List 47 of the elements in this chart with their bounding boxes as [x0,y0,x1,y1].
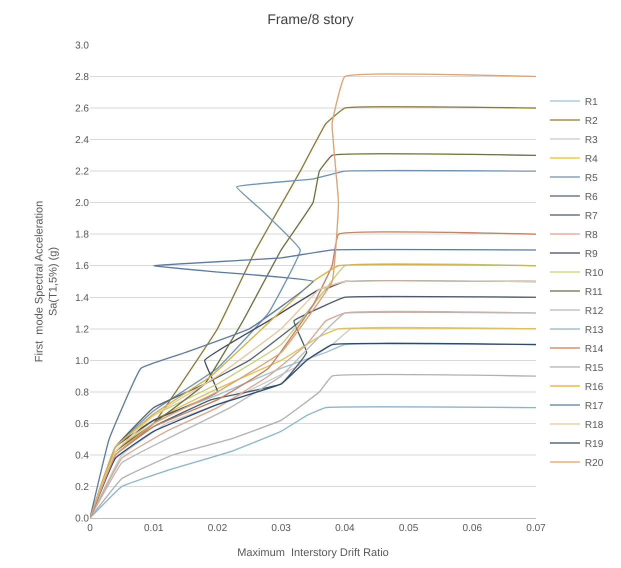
x-tick-label: 0.03 [271,523,292,534]
y-tick-label: 1.4 [75,292,90,304]
y-tick-label: 2.2 [75,166,90,178]
y-tick-label: 1.2 [75,324,90,336]
legend-label: R8 [584,230,598,241]
chart-title: Frame/8 story [267,11,354,27]
legend-label: R9 [584,248,598,260]
legend-label: R20 [584,458,604,469]
legend-label: R13 [584,324,604,336]
x-tick-label: 0 [87,523,94,534]
x-tick-label: 0.06 [462,523,482,534]
legend-label: R7 [584,210,598,222]
legend-label: R19 [584,438,604,450]
x-tick-label: 0.01 [144,523,164,534]
legend-label: R14 [584,344,604,355]
y-tick-label: 0.2 [75,482,90,493]
legend-label: R4 [584,154,598,165]
legend-label: R6 [584,192,598,203]
legend-label: R16 [584,382,604,393]
legend-label: R17 [584,400,604,412]
legend-label: R18 [584,420,604,431]
legend-label: R15 [584,362,604,374]
x-tick-label: 0.07 [526,523,546,534]
legend-label: R2 [584,116,598,127]
x-tick-label: 0.02 [208,523,228,534]
y-tick-label: 0.0 [75,514,90,524]
y-tick-label: 0.4 [75,450,90,462]
y-tick-label: 2.0 [75,198,90,210]
y-tick-label: 1.0 [75,356,90,367]
x-tick-label: 0.05 [398,523,419,534]
legend-label: R11 [584,286,603,298]
y-tick-label: 2.8 [75,72,90,84]
y-tick-label: 0.6 [75,418,90,430]
legend-label: R3 [584,134,598,146]
legend-label: R1 [584,96,598,108]
y-tick-label: 1.6 [75,261,90,272]
y-tick-label: 0.8 [75,387,90,398]
x-axis-title: Maximum Interstory Drift Ratio [237,547,389,560]
y-tick-label: 2.4 [75,135,90,146]
legend-label: R12 [584,306,604,317]
y-axis-title: First mode Spectral Acceleration Sa(T1,5%) (g) [33,200,60,362]
y-tick-label: 2.6 [75,104,90,115]
y-tick-label: 3.0 [75,40,90,52]
y-tick-label: 1.8 [75,230,90,241]
x-tick-label: 0.04 [335,523,356,534]
legend-label: R5 [584,172,598,184]
legend-label: R10 [584,268,604,279]
